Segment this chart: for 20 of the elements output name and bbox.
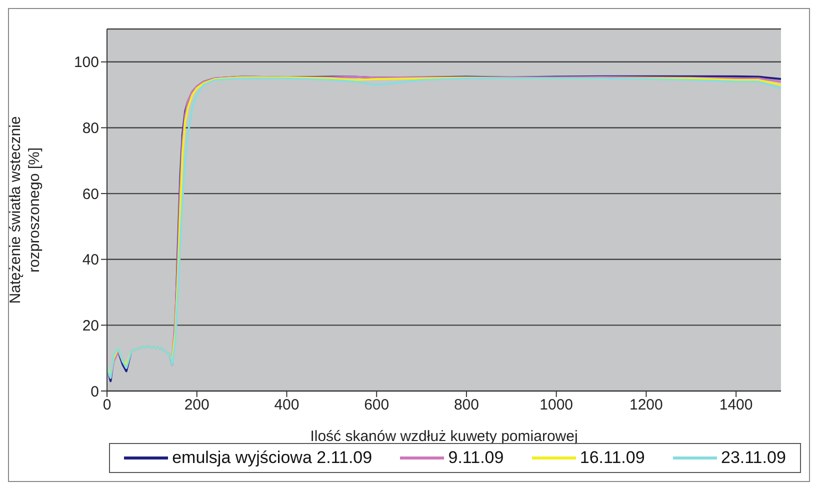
legend-label: 9.11.09	[448, 448, 504, 468]
x-tick-label: 800	[454, 396, 479, 414]
x-tick-label: 1200	[630, 396, 663, 414]
y-tick-label: 0	[90, 383, 99, 400]
x-tick-label: 400	[274, 396, 300, 414]
y-tick-label: 80	[82, 120, 99, 138]
x-tick-label: 0	[102, 396, 112, 414]
x-axis-title: Ilość skanów wzdłuż kuwety pomiarowej	[310, 428, 578, 445]
legend-label: emulsja wyjściowa 2.11.09	[172, 448, 372, 468]
y-tick-label: 40	[82, 252, 99, 269]
legend-label: 23.11.09	[720, 448, 786, 468]
y-tick-label: 60	[82, 186, 99, 203]
x-tick-label: 600	[364, 396, 390, 414]
y-tick-label: 100	[74, 54, 99, 72]
y-tick-label: 20	[82, 318, 99, 335]
y-axis-title: Natężenie światła wstecznie rozproszonego [%]	[7, 116, 43, 304]
x-tick-label: 200	[184, 396, 210, 414]
legend-label: 16.11.09	[580, 448, 645, 468]
x-tick-label: 1400	[719, 396, 753, 414]
x-tick-label: 1000	[540, 396, 574, 414]
